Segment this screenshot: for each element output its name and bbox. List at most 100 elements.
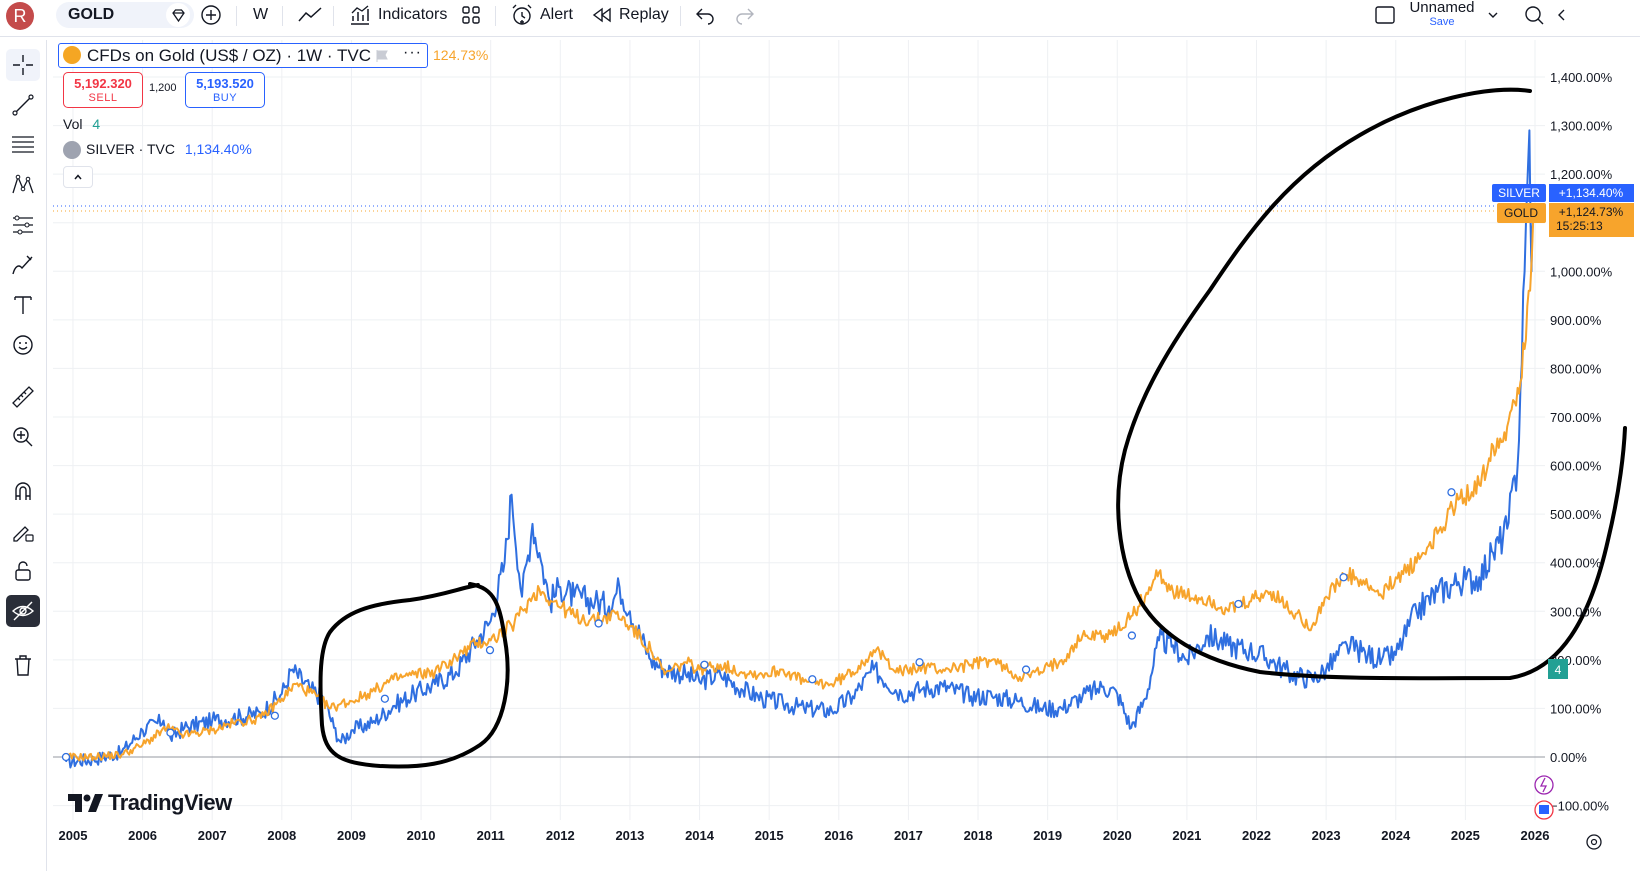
silver-split-marker <box>594 619 603 628</box>
layout-menu-button[interactable] <box>1486 0 1500 30</box>
save-status[interactable]: Save <box>1429 16 1455 28</box>
symbol-name: GOLD <box>68 6 115 23</box>
lock-tool[interactable] <box>6 555 40 587</box>
text-tool[interactable] <box>6 289 40 321</box>
zoom-tool[interactable] <box>6 421 40 453</box>
indicators-label: Indicators <box>378 6 448 23</box>
layouts-button[interactable] <box>460 0 482 30</box>
x-tick-label: 2016 <box>824 828 853 843</box>
silver-series-line <box>65 129 1536 769</box>
x-tick-label: 2011 <box>477 828 505 843</box>
eye-off-icon <box>11 601 35 621</box>
trend-line-tool[interactable] <box>6 89 40 121</box>
silver-value-text: +1,134.40% <box>1559 186 1624 200</box>
pattern-tool[interactable] <box>6 169 40 201</box>
tradingview-logo[interactable]: TradingView <box>68 790 232 816</box>
symbol-search[interactable]: GOLD <box>56 2 194 28</box>
y-tick-label: 200.00% <box>1550 653 1602 668</box>
settings-cut-button[interactable] <box>1556 0 1566 30</box>
fib-tool[interactable] <box>6 129 40 161</box>
compare-legend[interactable]: SILVER · TVC 1,134.40% <box>63 141 252 159</box>
logo-text: TradingView <box>108 790 232 815</box>
silver-split-marker <box>915 658 924 667</box>
toolbar-divider <box>680 6 681 26</box>
redo-button[interactable] <box>734 0 756 30</box>
spread-value: 1,200 <box>149 82 177 94</box>
forecast-tool[interactable] <box>6 209 40 241</box>
silver-split-marker <box>1447 488 1456 497</box>
gold-value-text: +1,124.73% <box>1559 205 1624 219</box>
x-tick-label: 2005 <box>59 828 88 843</box>
stay-drawing-tool[interactable] <box>6 515 40 547</box>
quick-search-button[interactable] <box>1522 0 1546 30</box>
volume-value: 4 <box>92 116 101 132</box>
x-tick-label: 2009 <box>337 828 366 843</box>
flash-glyph-icon <box>1539 777 1548 793</box>
indicators-button[interactable]: Indicators <box>348 0 447 30</box>
magnet-tool[interactable] <box>6 475 40 507</box>
price-axis[interactable]: −100.00% 0.00% 100.00% 200.00% 300.00% 400.00… <box>1550 70 1613 814</box>
sell-button[interactable]: 5,192.320 SELL <box>63 72 143 108</box>
magnet-icon <box>15 482 31 500</box>
gold-name-text: GOLD <box>1504 206 1538 220</box>
replay-button[interactable]: Replay <box>591 0 669 30</box>
layout-name-block[interactable]: Unnamed Save <box>1404 0 1480 28</box>
annotation-circle-right <box>1116 87 1627 681</box>
brush-tool[interactable] <box>6 249 40 281</box>
x-tick-label: 2015 <box>755 828 784 843</box>
toolbar-divider <box>236 6 237 26</box>
more-options-icon[interactable]: ··· <box>403 44 422 61</box>
event-calendar-icon[interactable] <box>1534 800 1554 820</box>
x-tick-label: 2014 <box>685 828 715 843</box>
main-series-legend[interactable]: CFDs on Gold (US$ / OZ) · 1W · TVC ··· <box>58 43 428 68</box>
hide-drawings-tool[interactable] <box>6 595 40 627</box>
x-tick-label: 2026 <box>1521 828 1550 843</box>
ruler-icon <box>12 386 34 408</box>
x-tick-label: 2021 <box>1172 828 1201 843</box>
interval-button[interactable]: W <box>253 0 268 30</box>
grid-layout-icon <box>462 6 480 24</box>
axis-settings-icon[interactable] <box>1586 834 1602 850</box>
x-tick-label: 2007 <box>198 828 227 843</box>
silver-split-marker <box>380 694 390 703</box>
indicators-icon <box>351 5 369 25</box>
volume-label: Vol <box>63 116 83 132</box>
collapse-legend-button[interactable] <box>63 166 93 188</box>
y-tick-label: 600.00% <box>1550 459 1602 474</box>
annotation-circle-left <box>318 582 510 769</box>
chart-style-button[interactable] <box>296 0 324 30</box>
buy-button[interactable]: 5,193.520 BUY <box>185 72 265 108</box>
replay-label: Replay <box>619 6 669 23</box>
x-tick-label: 2020 <box>1103 828 1132 843</box>
y-tick-label: 100.00% <box>1550 701 1602 716</box>
time-axis[interactable]: 2005 2006 2007 2008 2009 2010 2011 2012 2013 2014… <box>59 828 1550 843</box>
crosshair-tool[interactable] <box>6 49 40 81</box>
compare-symbol: SILVER · TVC <box>86 141 175 157</box>
layout-checkbox[interactable] <box>1373 0 1397 30</box>
emoji-tool[interactable] <box>6 329 40 361</box>
silver-split-marker <box>1234 599 1243 609</box>
alert-button[interactable]: Alert <box>510 0 573 30</box>
search-icon <box>1525 6 1544 25</box>
silver-coin-icon <box>63 141 81 159</box>
flag-icon[interactable] <box>375 49 389 63</box>
volume-legend[interactable]: Vol 4 <box>63 116 100 132</box>
y-tick-label: 0.00% <box>1550 750 1587 765</box>
x-tick-label: 2017 <box>894 828 923 843</box>
plus-circle-icon <box>201 5 221 25</box>
layout-name: Unnamed <box>1409 0 1475 16</box>
measure-tool[interactable] <box>6 381 40 413</box>
symbol-gem-icon[interactable] <box>166 3 190 27</box>
y-tick-label: 900.00% <box>1550 313 1602 328</box>
unlock-icon <box>15 561 31 581</box>
gold-series-line <box>65 208 1535 762</box>
add-symbol-button[interactable] <box>199 0 223 30</box>
delete-tool[interactable] <box>6 649 40 681</box>
silver-split-marker <box>808 675 817 684</box>
event-flash-icon[interactable] <box>1534 775 1554 795</box>
pencil-lock-icon <box>13 526 34 542</box>
smile-icon <box>13 335 33 355</box>
undo-button[interactable] <box>694 0 716 30</box>
user-avatar[interactable]: R <box>6 2 34 30</box>
